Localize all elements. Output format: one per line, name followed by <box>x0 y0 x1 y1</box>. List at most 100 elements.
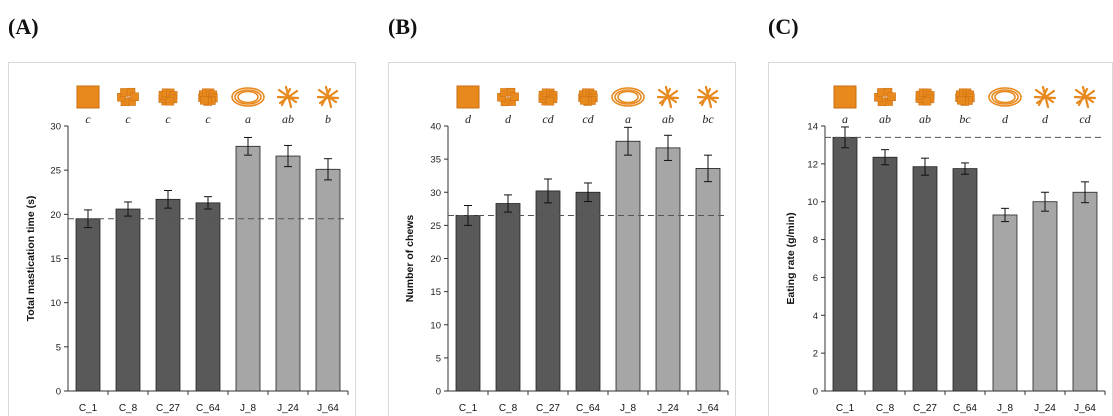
significance-label: ab <box>662 112 674 126</box>
significance-label: a <box>625 112 631 126</box>
x-tick-label: C_27 <box>536 403 560 414</box>
food-piece <box>580 96 589 105</box>
y-tick-label: 4 <box>813 311 818 322</box>
food-piece <box>922 96 932 106</box>
bar <box>695 167 721 392</box>
bar <box>832 136 858 392</box>
food-sample-icon <box>874 87 896 107</box>
bar <box>495 203 521 392</box>
food-sample-icon <box>316 85 340 109</box>
food-strand <box>231 87 265 107</box>
food-strand <box>617 90 639 104</box>
x-tick-label: C_64 <box>196 403 220 414</box>
food-strand <box>320 87 332 107</box>
y-tick-label: 20 <box>50 210 61 221</box>
food-strand <box>1037 87 1049 107</box>
food-sample-icon <box>158 88 178 106</box>
bar <box>115 208 141 392</box>
food-strand <box>1077 87 1089 107</box>
panel-label-b: (B) <box>388 14 418 39</box>
bar <box>952 168 978 392</box>
food-sample-icon <box>1073 85 1097 109</box>
food-strand <box>280 87 292 107</box>
food-strand <box>696 95 720 100</box>
bar <box>872 156 898 392</box>
bar <box>235 145 261 392</box>
x-tick-label: C_64 <box>953 403 977 414</box>
y-tick-label: 25 <box>430 221 441 232</box>
y-tick-label: 12 <box>807 159 818 170</box>
y-tick-label: 10 <box>430 320 441 331</box>
bar <box>992 214 1018 392</box>
food-piece <box>957 96 966 105</box>
x-tick-label: C_27 <box>156 403 180 414</box>
food-sample-icon <box>955 88 975 106</box>
food-piece <box>510 92 519 101</box>
food-strand <box>988 87 1022 107</box>
bar <box>1032 201 1058 392</box>
y-tick-label: 5 <box>436 353 441 364</box>
y-tick-label: 0 <box>436 387 441 398</box>
x-tick-label: C_27 <box>913 403 937 414</box>
y-tick-label: 35 <box>430 155 441 166</box>
significance-label: d <box>1002 112 1009 126</box>
x-tick-label: J_64 <box>317 403 339 414</box>
x-tick-label: J_8 <box>997 403 1014 414</box>
y-tick-label: 15 <box>430 287 441 298</box>
x-tick-label: J_8 <box>620 403 637 414</box>
food-sample-icon <box>988 87 1022 107</box>
chart-panel: 0 5 10 15 20 25 30 35 40 Number of chews C_1 d C_8 d C… <box>404 85 729 414</box>
y-tick-label: 10 <box>807 197 818 208</box>
food-strand <box>316 95 340 100</box>
food-sample-icon <box>117 87 139 107</box>
y-tick-label: 14 <box>807 122 818 133</box>
food-sample-icon <box>538 88 558 106</box>
bar <box>535 190 561 392</box>
significance-label: cd <box>582 112 594 126</box>
food-strand <box>1073 95 1097 100</box>
bar <box>195 202 221 392</box>
food-strand <box>660 87 672 107</box>
y-tick-label: 2 <box>813 349 818 360</box>
significance-label: a <box>842 112 848 126</box>
food-sample-icon <box>231 87 265 107</box>
y-tick-label: 20 <box>430 254 441 265</box>
food-piece <box>545 96 555 106</box>
x-tick-label: J_24 <box>657 403 679 414</box>
chart-panel: 0 2 4 6 8 10 12 14 Eating rate (g/min) C_1 a C_8 ab C… <box>785 85 1106 414</box>
significance-label: a <box>245 112 251 126</box>
y-tick-label: 30 <box>50 122 61 133</box>
significance-label: d <box>1042 112 1049 126</box>
panel-label-a: (A) <box>8 14 39 39</box>
x-tick-label: C_8 <box>876 403 895 414</box>
food-sample-icon <box>833 85 857 109</box>
y-tick-label: 25 <box>50 166 61 177</box>
significance-label: cd <box>542 112 554 126</box>
y-tick-label: 30 <box>430 188 441 199</box>
food-strand <box>276 95 300 100</box>
bar <box>75 218 101 392</box>
food-sample-icon <box>198 88 218 106</box>
significance-label: bc <box>959 112 971 126</box>
food-sample-icon <box>696 85 720 109</box>
chart-panel: 0 5 10 15 20 25 30 Total mastication time (s) C_… <box>25 85 349 414</box>
significance-label: d <box>465 112 472 126</box>
x-tick-label: C_1 <box>459 403 478 414</box>
x-tick-label: C_8 <box>119 403 138 414</box>
x-tick-label: C_64 <box>576 403 600 414</box>
significance-label: c <box>205 112 211 126</box>
significance-label: c <box>125 112 131 126</box>
y-axis-label: Number of chews <box>404 215 416 303</box>
significance-label: ab <box>919 112 931 126</box>
y-tick-label: 6 <box>813 273 818 284</box>
food-strand <box>994 90 1016 104</box>
y-tick-label: 10 <box>50 298 61 309</box>
food-sample-icon <box>578 88 598 106</box>
food-piece <box>130 92 139 101</box>
y-tick-label: 15 <box>50 254 61 265</box>
panel-label-c: (C) <box>768 14 799 39</box>
y-axis-label: Total mastication time (s) <box>25 196 37 322</box>
food-strand <box>991 89 1019 105</box>
food-strand <box>700 87 712 107</box>
x-tick-label: C_1 <box>79 403 98 414</box>
